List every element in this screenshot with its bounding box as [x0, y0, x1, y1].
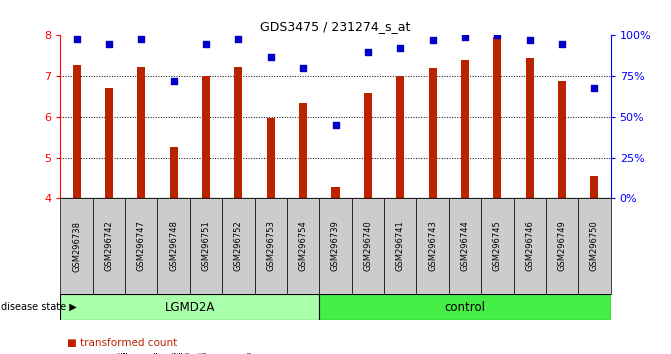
- Text: GSM296750: GSM296750: [590, 221, 599, 272]
- Text: GSM296739: GSM296739: [331, 221, 340, 272]
- Bar: [222, 198, 254, 294]
- Text: LGMD2A: LGMD2A: [164, 301, 215, 314]
- Point: [524, 38, 535, 43]
- Bar: [93, 198, 125, 294]
- Bar: [481, 198, 513, 294]
- Text: GSM296744: GSM296744: [460, 221, 470, 272]
- Bar: [254, 198, 287, 294]
- Bar: [513, 198, 546, 294]
- Bar: [352, 198, 384, 294]
- Text: ■ transformed count: ■ transformed count: [67, 338, 177, 348]
- Bar: [234, 67, 242, 198]
- Bar: [364, 93, 372, 198]
- Text: GSM296746: GSM296746: [525, 221, 534, 272]
- Text: disease state ▶: disease state ▶: [1, 302, 77, 312]
- Text: GSM296752: GSM296752: [234, 221, 243, 272]
- Bar: [105, 87, 113, 198]
- Bar: [384, 198, 417, 294]
- Text: GSM296738: GSM296738: [72, 221, 81, 272]
- Point: [266, 54, 276, 59]
- Point: [201, 41, 211, 46]
- Bar: [170, 147, 178, 198]
- Title: GDS3475 / 231274_s_at: GDS3475 / 231274_s_at: [260, 20, 411, 33]
- Bar: [287, 198, 319, 294]
- Bar: [267, 118, 275, 198]
- Bar: [449, 198, 481, 294]
- Text: GSM296748: GSM296748: [169, 221, 178, 272]
- Point: [71, 36, 82, 41]
- Bar: [590, 176, 599, 198]
- Point: [460, 34, 470, 40]
- Point: [589, 85, 600, 90]
- Text: GSM296747: GSM296747: [137, 221, 146, 272]
- Bar: [125, 198, 158, 294]
- Bar: [417, 198, 449, 294]
- Bar: [299, 103, 307, 198]
- Point: [330, 122, 341, 128]
- Bar: [461, 60, 469, 198]
- Point: [233, 36, 244, 41]
- Point: [298, 65, 309, 71]
- Point: [103, 41, 114, 46]
- Bar: [525, 58, 533, 198]
- Text: GSM296745: GSM296745: [493, 221, 502, 272]
- Point: [362, 49, 373, 55]
- Bar: [396, 76, 404, 198]
- Point: [557, 41, 568, 46]
- Bar: [319, 294, 611, 320]
- Text: GSM296751: GSM296751: [201, 221, 211, 272]
- Bar: [331, 187, 340, 198]
- Bar: [138, 67, 146, 198]
- Bar: [558, 81, 566, 198]
- Bar: [319, 198, 352, 294]
- Bar: [546, 198, 578, 294]
- Text: GSM296741: GSM296741: [396, 221, 405, 272]
- Point: [492, 33, 503, 38]
- Text: GSM296754: GSM296754: [299, 221, 307, 272]
- Bar: [72, 65, 81, 198]
- Text: GSM296742: GSM296742: [105, 221, 113, 272]
- Text: GSM296740: GSM296740: [364, 221, 372, 272]
- Bar: [190, 198, 222, 294]
- Text: ■ percentile rank within the sample: ■ percentile rank within the sample: [67, 353, 256, 354]
- Bar: [60, 198, 93, 294]
- Point: [427, 38, 438, 43]
- Text: ■: ■: [67, 353, 77, 354]
- Bar: [429, 68, 437, 198]
- Bar: [202, 76, 210, 198]
- Text: control: control: [444, 301, 485, 314]
- Bar: [578, 198, 611, 294]
- Bar: [493, 38, 501, 198]
- Point: [136, 36, 147, 41]
- Point: [395, 46, 405, 51]
- Text: GSM296753: GSM296753: [266, 221, 275, 272]
- Bar: [60, 294, 319, 320]
- Text: GSM296749: GSM296749: [558, 221, 566, 272]
- Text: GSM296743: GSM296743: [428, 221, 437, 272]
- Bar: [158, 198, 190, 294]
- Point: [168, 78, 179, 84]
- Text: percentile rank within the sample: percentile rank within the sample: [82, 353, 258, 354]
